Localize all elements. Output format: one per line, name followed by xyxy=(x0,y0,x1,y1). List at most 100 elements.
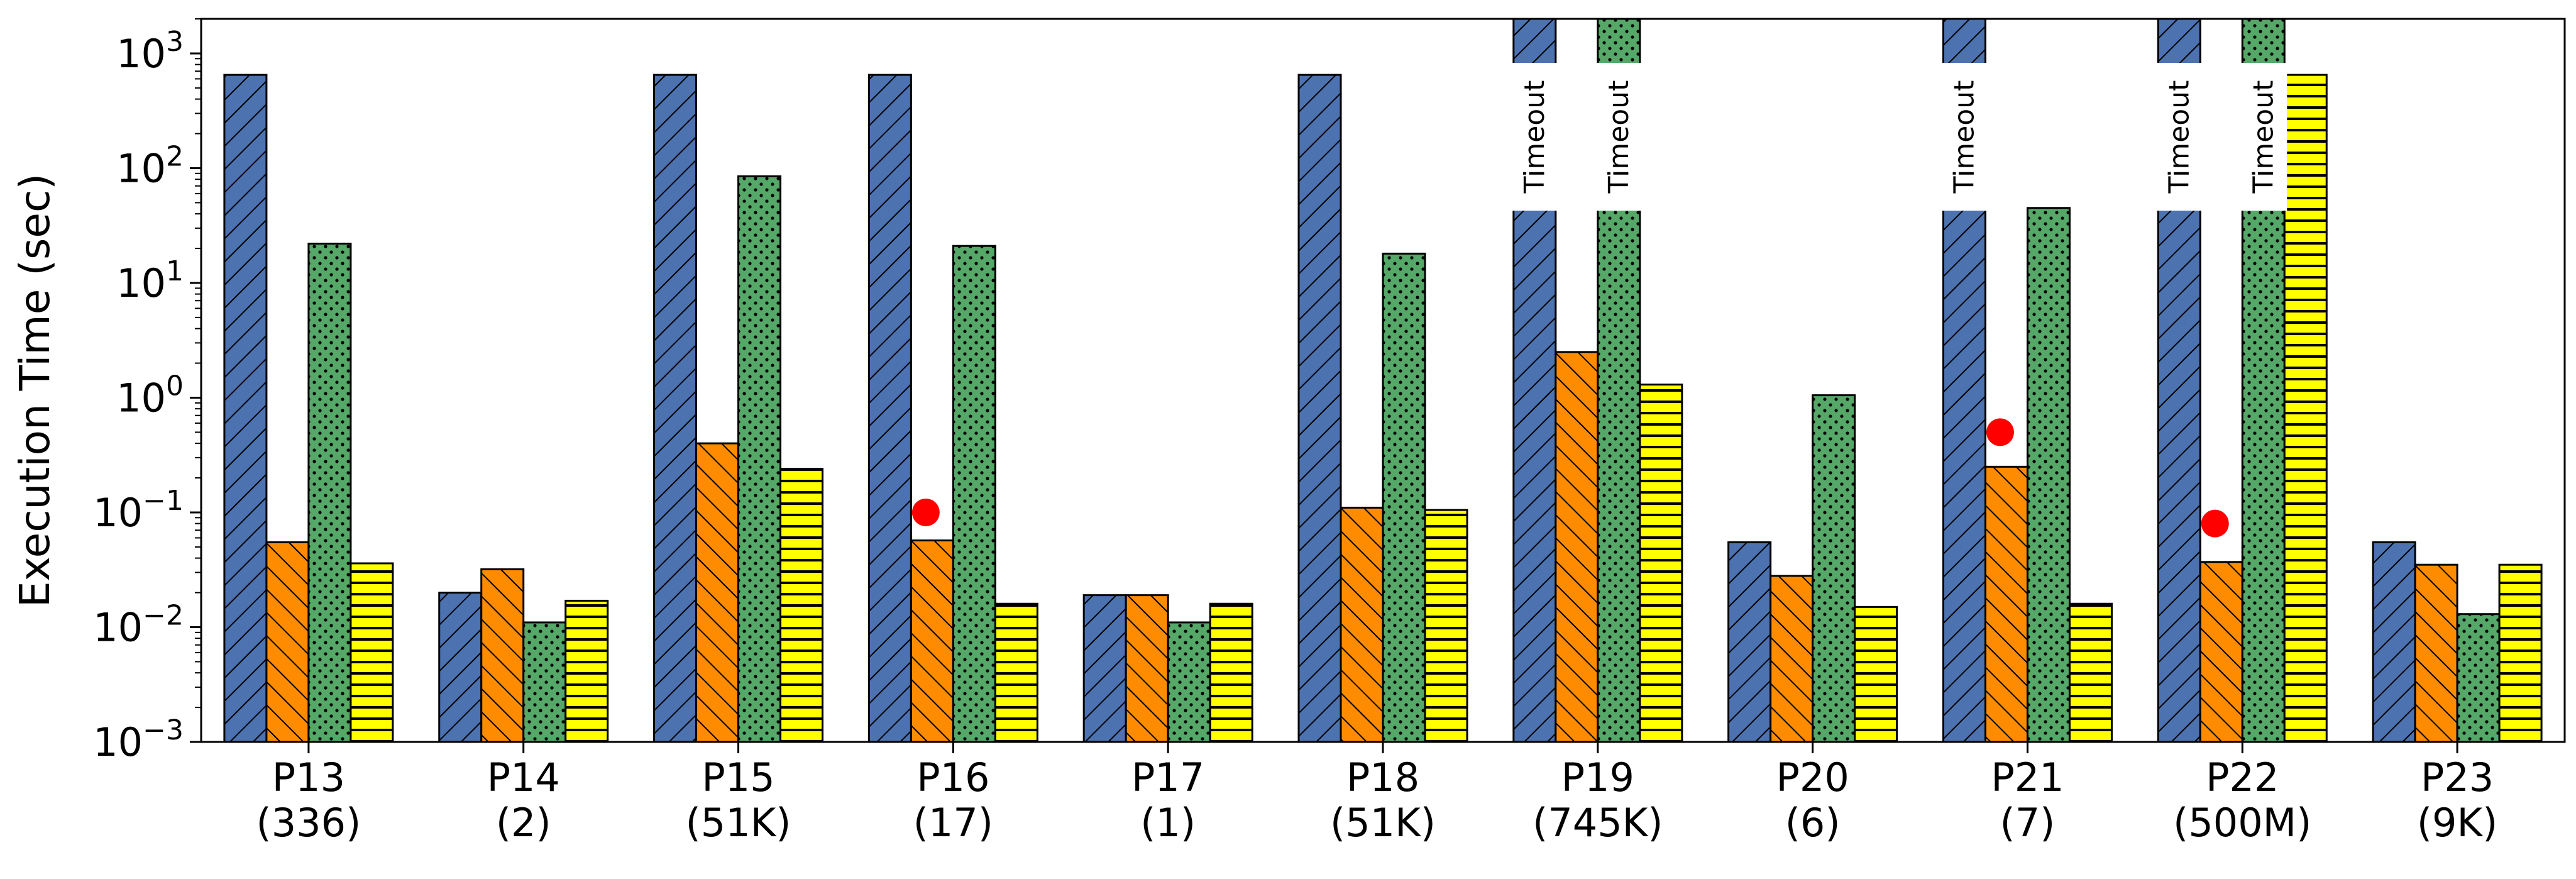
bar-hatch xyxy=(1167,621,1211,743)
x-tick-label-p22: P22 xyxy=(2206,755,2279,800)
bar-p14-s4 xyxy=(564,599,609,743)
bar-hatch xyxy=(1639,384,1683,743)
y-tick-label: 101 xyxy=(116,255,184,306)
bar-hatch xyxy=(480,568,525,743)
bar-hatch xyxy=(350,562,394,743)
x-tick-sublabel-p22: (500M) xyxy=(2173,800,2311,846)
bar-p17-s1 xyxy=(1082,594,1127,743)
bar-p18-s3 xyxy=(1382,252,1426,743)
x-tick-label-p18: P18 xyxy=(1346,755,1419,800)
bar-p20-s1 xyxy=(1727,541,1772,743)
bar-hatch xyxy=(265,541,310,743)
bar-hatch xyxy=(2199,561,2243,743)
bar-hatch xyxy=(1770,575,1814,743)
bar-p16-s4 xyxy=(994,602,1038,743)
bar-p22-s4 xyxy=(2283,74,2328,743)
timeout-box xyxy=(1595,63,1643,211)
bar-hatch xyxy=(2068,602,2113,743)
bar-hatch xyxy=(564,599,609,743)
bar-hatch xyxy=(522,621,567,743)
bar-p22-s2 xyxy=(2199,561,2243,743)
bar-p13-s2 xyxy=(265,541,310,743)
bar-hatch xyxy=(737,175,782,743)
bar-p16-s2 xyxy=(910,539,954,743)
bar-p16-s1 xyxy=(867,74,912,743)
bar-p20-s4 xyxy=(1854,605,1898,743)
bar-p17-s3 xyxy=(1167,621,1211,743)
bar-hatch xyxy=(1812,394,1856,743)
bar-p23-s2 xyxy=(2414,563,2458,743)
bar-p15-s2 xyxy=(695,442,740,743)
y-tick-label: 102 xyxy=(116,140,184,191)
y-tick-label: 100 xyxy=(116,370,184,421)
bar-p17-s2 xyxy=(1125,594,1169,743)
x-tick-label-p17: P17 xyxy=(1131,755,1204,800)
x-tick-label-p19: P19 xyxy=(1561,755,1634,800)
bar-p14-s3 xyxy=(522,621,567,743)
y-axis-title: Execution Time (sec) xyxy=(11,174,59,607)
bar-hatch xyxy=(2283,74,2328,743)
bar-hatch xyxy=(1424,509,1468,743)
x-tick-sublabel-p19: (745K) xyxy=(1533,800,1663,846)
timeout-box xyxy=(2155,63,2203,211)
bar-hatch xyxy=(1209,602,1253,743)
bar-hatch xyxy=(2498,563,2543,743)
bar-p13-s3 xyxy=(307,242,352,743)
timeout-label: Timeout xyxy=(1948,80,1980,194)
timeout-label: Timeout xyxy=(1519,80,1551,194)
bar-p23-s4 xyxy=(2498,563,2543,743)
bar-p23-s1 xyxy=(2372,541,2416,743)
marker-p16 xyxy=(911,498,940,526)
bar-hatch xyxy=(695,442,740,743)
bar-hatch xyxy=(1297,74,1342,743)
bar-p19-s4 xyxy=(1639,384,1683,743)
bar-hatch xyxy=(2414,563,2458,743)
bar-hatch xyxy=(1082,594,1127,743)
x-tick-sublabel-p13: (336) xyxy=(256,800,361,846)
timeout-label: Timeout xyxy=(2163,80,2195,194)
bar-p18-s1 xyxy=(1297,74,1342,743)
bar-hatch xyxy=(1555,351,1599,743)
bar-p19-s2 xyxy=(1555,351,1599,743)
y-tick-label: 10−2 xyxy=(93,599,184,650)
y-tick-label: 10−3 xyxy=(93,714,184,765)
bar-p14-s2 xyxy=(480,568,525,743)
x-tick-label-p16: P16 xyxy=(916,755,989,800)
x-ticks: P13(336)P14(2)P15(51K)P16(17)P17(1)P18(5… xyxy=(256,742,2497,846)
bar-p15-s1 xyxy=(653,74,698,743)
bar-p21-s4 xyxy=(2068,602,2113,743)
bar-p13-s1 xyxy=(223,74,268,743)
timeout-box xyxy=(2240,63,2287,211)
bar-p20-s2 xyxy=(1770,575,1814,743)
marker-p21 xyxy=(1986,418,2014,446)
bar-hatch xyxy=(1125,594,1169,743)
timeout-layer: Timeout Timeout Timeout Timeout Timeout xyxy=(1511,63,2287,211)
x-tick-label-p23: P23 xyxy=(2421,755,2494,800)
bar-hatch xyxy=(779,468,824,743)
bar-p17-s4 xyxy=(1209,602,1253,743)
bar-hatch xyxy=(1727,541,1772,743)
bar-hatch xyxy=(2456,613,2501,743)
x-tick-label-p14: P14 xyxy=(487,755,560,800)
bar-hatch xyxy=(952,245,996,743)
bar-p14-s1 xyxy=(438,592,483,743)
bar-p16-s3 xyxy=(952,245,996,743)
marker-layer xyxy=(911,418,2229,538)
bar-hatch xyxy=(1340,506,1384,743)
bar-hatch xyxy=(223,74,268,743)
bar-hatch xyxy=(1984,465,2028,743)
x-tick-sublabel-p17: (1) xyxy=(1140,800,1196,846)
x-tick-label-p13: P13 xyxy=(272,755,345,800)
x-tick-sublabel-p14: (2) xyxy=(496,800,551,846)
bar-hatch xyxy=(653,74,698,743)
x-tick-label-p21: P21 xyxy=(1991,755,2064,800)
bar-hatch xyxy=(1382,252,1426,743)
bar-hatch xyxy=(1854,605,1898,743)
y-tick-label: 10−1 xyxy=(93,485,184,536)
x-tick-sublabel-p16: (17) xyxy=(913,800,993,846)
bar-p15-s4 xyxy=(779,468,824,743)
bar-hatch xyxy=(2372,541,2416,743)
y-tick-label: 103 xyxy=(116,26,184,77)
bar-p20-s3 xyxy=(1812,394,1856,743)
